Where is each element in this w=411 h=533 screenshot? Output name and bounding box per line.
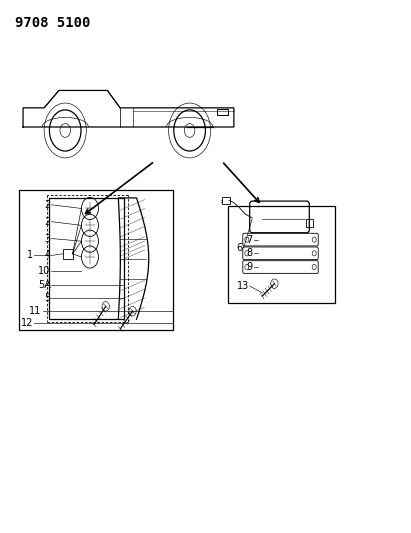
Bar [306,219,313,227]
Text: 9: 9 [247,262,253,272]
Text: 10: 10 [38,266,51,276]
Text: 8: 8 [247,248,253,259]
Bar [217,109,228,115]
Text: 12: 12 [21,318,33,328]
Text: 2: 2 [44,217,51,227]
Text: 5A: 5A [38,280,51,290]
Bar [63,249,73,259]
Bar [222,197,230,204]
Bar [49,198,125,319]
Bar [228,206,335,303]
Text: 9708 5100: 9708 5100 [15,16,90,30]
Text: 4: 4 [44,251,51,261]
Text: 11: 11 [29,306,41,316]
Bar [19,190,173,330]
Text: 13: 13 [237,281,249,291]
Text: 6: 6 [237,243,243,253]
Text: 1: 1 [27,251,33,261]
Text: 3: 3 [44,233,51,244]
Text: 2: 2 [44,200,51,210]
Text: 5: 5 [44,293,51,303]
Text: 7: 7 [247,235,253,245]
